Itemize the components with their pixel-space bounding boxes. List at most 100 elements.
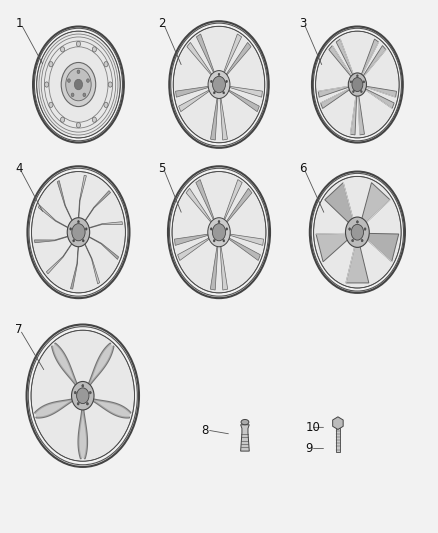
Polygon shape xyxy=(318,86,350,97)
Ellipse shape xyxy=(223,92,225,94)
Text: 6: 6 xyxy=(299,163,307,175)
Ellipse shape xyxy=(351,224,364,240)
Ellipse shape xyxy=(87,79,89,82)
Polygon shape xyxy=(220,95,227,140)
Polygon shape xyxy=(223,180,242,222)
Ellipse shape xyxy=(316,31,399,138)
Polygon shape xyxy=(226,89,259,112)
Ellipse shape xyxy=(173,26,265,143)
Ellipse shape xyxy=(218,74,220,76)
Ellipse shape xyxy=(349,228,351,230)
Ellipse shape xyxy=(212,224,226,241)
Ellipse shape xyxy=(212,76,226,93)
Ellipse shape xyxy=(77,402,79,405)
Ellipse shape xyxy=(92,47,96,52)
Ellipse shape xyxy=(108,82,112,87)
Ellipse shape xyxy=(104,102,108,108)
Polygon shape xyxy=(366,233,399,262)
Ellipse shape xyxy=(60,117,65,122)
Ellipse shape xyxy=(218,221,220,223)
Ellipse shape xyxy=(241,419,249,425)
Polygon shape xyxy=(358,95,364,135)
Polygon shape xyxy=(346,244,369,283)
Ellipse shape xyxy=(172,172,266,293)
Polygon shape xyxy=(35,236,70,243)
Ellipse shape xyxy=(66,68,91,101)
Text: 9: 9 xyxy=(305,442,313,455)
Polygon shape xyxy=(78,408,87,458)
Ellipse shape xyxy=(211,80,212,83)
Ellipse shape xyxy=(32,172,125,293)
Polygon shape xyxy=(336,39,354,76)
Ellipse shape xyxy=(72,224,85,241)
Polygon shape xyxy=(321,88,350,109)
Polygon shape xyxy=(336,429,340,452)
Ellipse shape xyxy=(82,240,84,242)
Polygon shape xyxy=(223,34,242,75)
Polygon shape xyxy=(84,191,110,223)
Ellipse shape xyxy=(60,47,65,52)
Ellipse shape xyxy=(71,93,74,96)
Ellipse shape xyxy=(314,176,401,288)
Polygon shape xyxy=(220,243,228,290)
Ellipse shape xyxy=(226,228,228,230)
Text: 1: 1 xyxy=(16,18,23,30)
Polygon shape xyxy=(329,45,352,77)
Ellipse shape xyxy=(361,239,363,242)
Text: 10: 10 xyxy=(305,421,320,434)
Polygon shape xyxy=(211,95,218,140)
Ellipse shape xyxy=(78,221,79,223)
Ellipse shape xyxy=(352,78,363,92)
Ellipse shape xyxy=(363,81,365,83)
Polygon shape xyxy=(196,180,215,222)
Polygon shape xyxy=(210,243,218,290)
Polygon shape xyxy=(52,344,77,386)
Ellipse shape xyxy=(76,123,81,128)
Ellipse shape xyxy=(208,70,230,99)
Polygon shape xyxy=(46,241,73,274)
Polygon shape xyxy=(226,237,260,261)
Polygon shape xyxy=(179,89,212,112)
Ellipse shape xyxy=(350,81,352,83)
Text: 4: 4 xyxy=(15,163,22,175)
Ellipse shape xyxy=(357,75,358,77)
Polygon shape xyxy=(88,344,113,386)
Polygon shape xyxy=(361,183,390,224)
Ellipse shape xyxy=(83,93,86,96)
Ellipse shape xyxy=(31,330,134,461)
Ellipse shape xyxy=(74,79,82,90)
Polygon shape xyxy=(363,45,386,77)
Polygon shape xyxy=(365,88,394,109)
Ellipse shape xyxy=(77,388,89,403)
Ellipse shape xyxy=(77,70,80,74)
Polygon shape xyxy=(316,233,349,262)
Polygon shape xyxy=(187,43,213,77)
Ellipse shape xyxy=(37,31,120,138)
Ellipse shape xyxy=(210,228,212,230)
Text: 7: 7 xyxy=(15,324,22,336)
Ellipse shape xyxy=(49,62,53,67)
Ellipse shape xyxy=(226,80,227,83)
Ellipse shape xyxy=(89,391,91,394)
Ellipse shape xyxy=(70,228,71,230)
Text: 5: 5 xyxy=(159,163,166,175)
Ellipse shape xyxy=(73,240,74,242)
Polygon shape xyxy=(78,175,86,220)
Ellipse shape xyxy=(223,240,225,242)
Ellipse shape xyxy=(67,79,71,82)
Polygon shape xyxy=(227,234,264,245)
Ellipse shape xyxy=(74,391,76,394)
Text: 2: 2 xyxy=(159,18,166,30)
Polygon shape xyxy=(84,241,100,284)
Ellipse shape xyxy=(76,42,81,46)
Polygon shape xyxy=(365,86,396,97)
Ellipse shape xyxy=(85,228,87,230)
Ellipse shape xyxy=(364,228,366,230)
Ellipse shape xyxy=(213,240,215,242)
Polygon shape xyxy=(35,399,73,417)
Ellipse shape xyxy=(61,62,96,107)
Polygon shape xyxy=(174,234,211,245)
Polygon shape xyxy=(227,86,262,97)
Polygon shape xyxy=(92,399,131,417)
Polygon shape xyxy=(325,183,353,224)
